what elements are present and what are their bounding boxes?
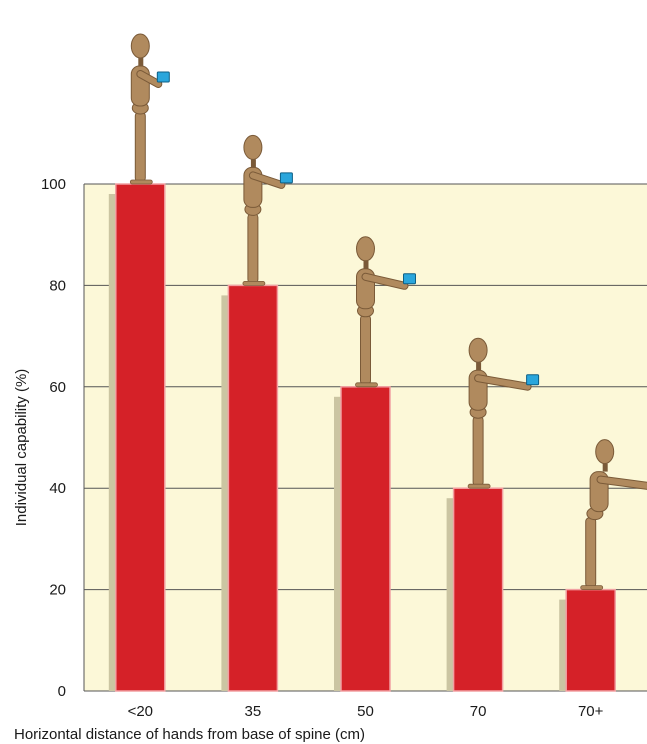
y-axis-label: Individual capability (%) (13, 369, 30, 527)
x-tick-label: 35 (245, 703, 262, 720)
y-axis-ticks: 0 20 40 60 80 100 (41, 176, 66, 700)
bar (454, 488, 503, 691)
y-tick-label: 60 (49, 379, 66, 396)
y-tick-label: 100 (41, 176, 66, 193)
mannequin-figure (130, 34, 169, 184)
x-axis-ticks: <20 35 50 70 70+ (128, 703, 604, 720)
box-icon (527, 375, 539, 385)
bar (228, 285, 277, 691)
box-icon (157, 72, 169, 82)
y-tick-label: 0 (58, 683, 66, 700)
x-tick-label: 50 (357, 703, 374, 720)
box-icon (404, 274, 416, 284)
x-tick-label: 70+ (578, 703, 604, 720)
y-tick-label: 80 (49, 277, 66, 294)
y-tick-label: 40 (49, 480, 66, 497)
bar (116, 184, 165, 691)
bar (341, 387, 390, 691)
box-icon (280, 173, 292, 183)
bar (566, 590, 615, 691)
x-tick-label: 70 (470, 703, 487, 720)
x-tick-label: <20 (128, 703, 153, 720)
y-tick-label: 20 (49, 582, 66, 599)
x-axis-label: Horizontal distance of hands from base o… (14, 726, 365, 743)
